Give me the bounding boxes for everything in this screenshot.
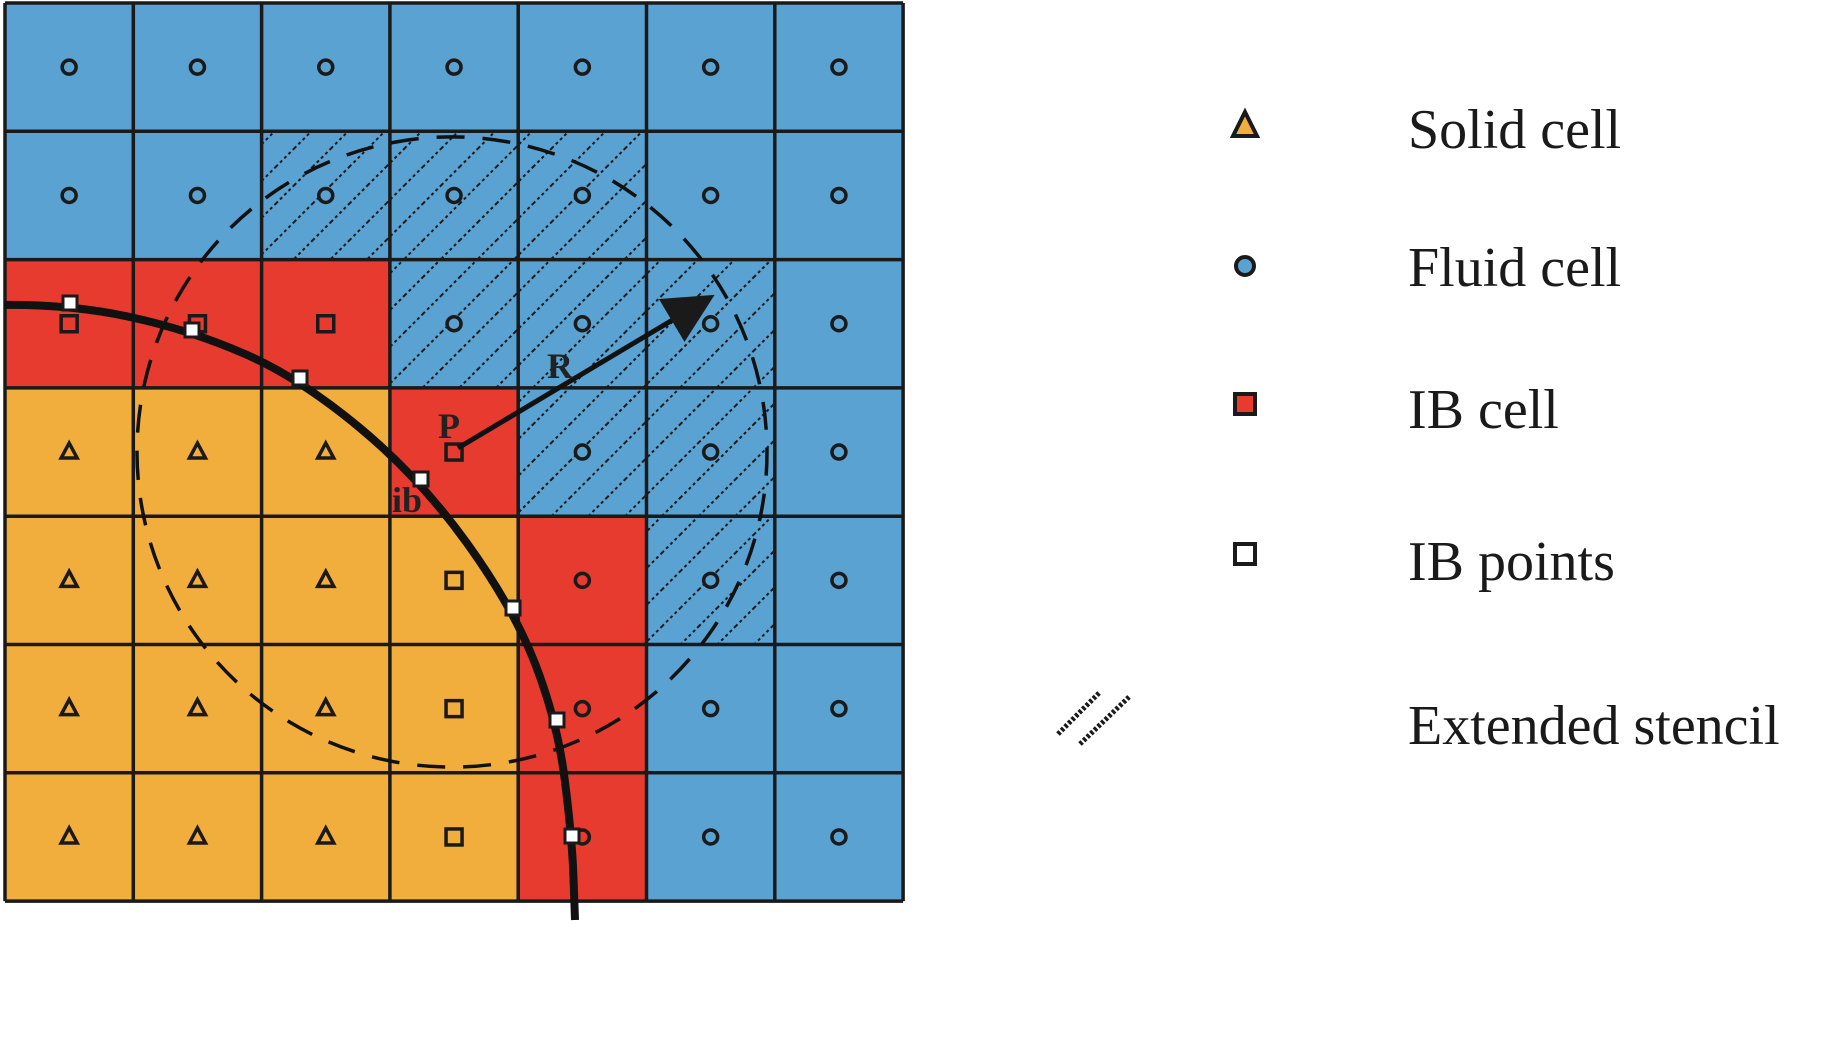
ib-point (504, 599, 522, 617)
legend-item-ib-cell: IB cell (1210, 380, 1810, 460)
solid-cell-marker (186, 695, 209, 717)
ib-cell-marker (59, 314, 79, 334)
fluid-cell-marker (701, 699, 720, 718)
fluid-cell-marker (830, 186, 848, 205)
ib-point (291, 369, 309, 387)
ib-points (61, 294, 581, 845)
stencil-radius-circle (135, 135, 769, 769)
legend-item-ib-points: IB points (1210, 532, 1810, 612)
fluid-cell-marker (188, 186, 207, 205)
radius-r-label: R (547, 346, 574, 386)
fluid-cell-marker (573, 571, 592, 590)
fluid-cell-marker (701, 443, 720, 461)
solid-cell-marker (314, 695, 337, 717)
fluid-cell-marker (701, 186, 720, 205)
solid-cell-marker (58, 439, 81, 460)
solid-cell-marker (314, 439, 337, 460)
fluid-cell-marker (317, 58, 335, 76)
hatch-icon (1056, 690, 1132, 746)
fluid-cell-marker (573, 699, 592, 718)
ib-cell-marker (444, 570, 464, 591)
ib-point (563, 827, 581, 845)
solid-cell-marker (58, 695, 81, 717)
point-p-label: P (438, 406, 460, 446)
fluid-cell-marker (830, 58, 848, 76)
fluid-cell-marker (317, 186, 335, 205)
ib-point (548, 711, 566, 729)
fluid-cell-marker (830, 828, 848, 846)
fluid-cell-marker (573, 443, 592, 461)
fluid-cell-marker (701, 58, 720, 76)
fluid-cell-marker (573, 186, 592, 205)
fluid-cell-marker (701, 315, 720, 333)
fluid-cell-marker (445, 315, 463, 333)
legend-item-extended-stencil: Extended stencil (1056, 690, 1810, 776)
solid-cell-marker (314, 824, 337, 845)
fluid-cell-marker (573, 58, 592, 76)
fluid-cell-marker (60, 186, 78, 205)
cell-grid (5, 3, 904, 902)
legend-label-extended-stencil: Extended stencil (1408, 695, 1780, 757)
fluid-cell-marker (830, 571, 848, 590)
square-open-icon (1233, 542, 1257, 566)
legend-label-solid-cell: Solid cell (1408, 99, 1622, 161)
solid-cell-marker (186, 439, 209, 460)
annotations: P R ib (392, 294, 715, 520)
solid-cell-marker (58, 824, 81, 845)
fluid-cell-marker (701, 828, 720, 846)
circle-icon (1234, 255, 1256, 277)
solid-cell-marker (186, 567, 209, 589)
fluid-cell-marker (573, 315, 592, 333)
fluid-cell-marker (701, 571, 720, 590)
triangle-icon (1229, 107, 1261, 138)
legend-label-fluid-cell: Fluid cell (1408, 237, 1622, 299)
legend-label-ib-points: IB points (1408, 531, 1615, 593)
ib-point (61, 294, 79, 312)
solid-cell-marker (186, 824, 209, 845)
ib-point-label: ib (392, 480, 422, 520)
ib-cell-marker (444, 827, 464, 847)
ib-point (183, 321, 201, 339)
legend-item-solid-cell: Solid cell (1210, 100, 1810, 180)
square-filled-icon (1233, 392, 1257, 416)
ib-point (412, 470, 430, 488)
fluid-cell-marker (445, 58, 463, 76)
solid-cell-marker (58, 567, 81, 589)
ib-cell-marker (316, 314, 336, 334)
radius-arrow (456, 294, 715, 451)
ib-cell-marker (444, 698, 464, 719)
fluid-cell-marker (830, 699, 848, 718)
legend-item-fluid-cell: Fluid cell (1210, 238, 1810, 318)
fluid-cell-marker (445, 186, 463, 205)
fluid-cell-marker (830, 443, 848, 461)
fluid-cell-marker (60, 58, 78, 76)
fluid-cell-marker (830, 315, 848, 333)
legend-label-ib-cell: IB cell (1408, 379, 1559, 441)
solid-cell-marker (314, 567, 337, 589)
fluid-cell-marker (188, 58, 207, 76)
